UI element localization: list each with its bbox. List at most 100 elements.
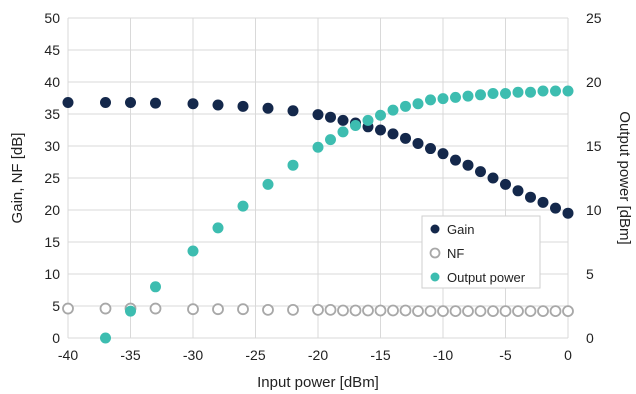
y-left-tick-label: 35 [44,106,60,122]
output-power-point [487,88,499,100]
y-left-tick-label: 45 [44,42,60,58]
output-power-point [325,134,336,146]
gain-point [412,137,424,149]
nf-point [437,305,449,318]
x-tick-label: -15 [370,347,390,363]
x-tick-label: -5 [499,347,512,363]
gain-point [475,166,486,178]
y-left-tick-label: 15 [44,234,60,250]
output-power-point [150,281,161,293]
output-power-point [425,94,436,106]
y-left-tick-label: 0 [52,330,60,346]
output-power-point [337,126,349,138]
output-power-point [512,86,524,98]
output-power-point [237,200,249,212]
legend-marker-gain [430,224,440,234]
y-left-tick-label: 5 [52,298,60,314]
output-power-point [475,89,486,101]
gain-point [337,114,349,126]
nf-point [237,303,249,316]
output-power-point [500,88,511,100]
output-power-point [212,222,224,234]
gain-point [212,99,224,111]
gain-point [187,98,199,110]
x-tick-label: -40 [58,347,78,363]
nf-point [512,305,524,318]
y-right-tick-label: 15 [586,138,602,154]
nf-point [537,305,549,318]
gain-point [150,97,161,109]
nf-point [562,305,574,318]
y-right-tick-label: 5 [586,266,594,282]
nf-point [324,303,337,316]
output-power-point [350,120,361,132]
output-power-point [400,100,411,112]
nf-point [524,305,537,318]
nf-point [362,304,374,317]
gain-point [312,109,324,121]
gain-point [450,154,461,166]
gain-point [100,96,111,108]
y-left-tick-label: 30 [44,138,60,154]
nf-point [349,304,362,317]
gain-point [437,148,449,160]
x-tick-label: -30 [183,347,203,363]
nf-point [262,303,274,316]
nf-point [99,302,112,315]
y-left-tick-label: 50 [44,10,60,26]
nf-point [412,305,424,318]
gain-point [425,143,436,155]
legend-label-gain: Gain [447,222,474,237]
y-left-tick-label: 25 [44,170,60,186]
nf-point [462,305,474,318]
nf-point [312,303,324,316]
output-power-point [375,109,386,121]
nf-point [474,305,487,318]
series-layer [62,85,574,344]
nf-point [487,305,499,318]
output-power-point [262,178,274,190]
x-tick-label: -10 [433,347,453,363]
nf-point [499,305,512,318]
gain-point [387,128,399,140]
output-power-point [100,332,111,344]
nf-point [424,305,437,318]
y-right-tick-label: 10 [586,202,602,218]
output-power-point [287,159,299,171]
nf-point [549,305,562,318]
output-power-point [387,104,399,116]
gain-point [550,202,561,214]
gain-point [375,124,386,136]
output-power-point [412,98,424,110]
gain-point [537,196,549,208]
gain-point [237,100,249,112]
output-power-point [312,141,324,153]
output-power-point [437,93,449,105]
output-power-point [550,85,561,97]
nf-point [287,303,299,316]
gain-point [325,111,336,123]
y-right-tick-label: 0 [586,330,594,346]
y-left-tick-label: 20 [44,202,60,218]
nf-point [374,304,387,317]
gain-point [62,96,74,108]
output-power-point [525,86,536,98]
output-power-point [562,85,574,97]
gain-point [512,185,524,197]
nf-point [337,304,349,317]
legend-label-output-power: Output power [447,270,526,285]
nf-point [399,304,412,317]
grid-layer [67,17,569,339]
output-power-point [362,114,374,126]
output-power-point [125,305,136,317]
output-power-point [187,245,199,257]
nf-point [62,302,74,315]
gain-point [487,172,499,184]
x-tick-label: 0 [564,347,572,363]
nf-point [187,303,199,316]
gain-point [500,178,511,190]
x-tick-label: -20 [308,347,328,363]
legend: Gain NF Output power [421,215,541,289]
